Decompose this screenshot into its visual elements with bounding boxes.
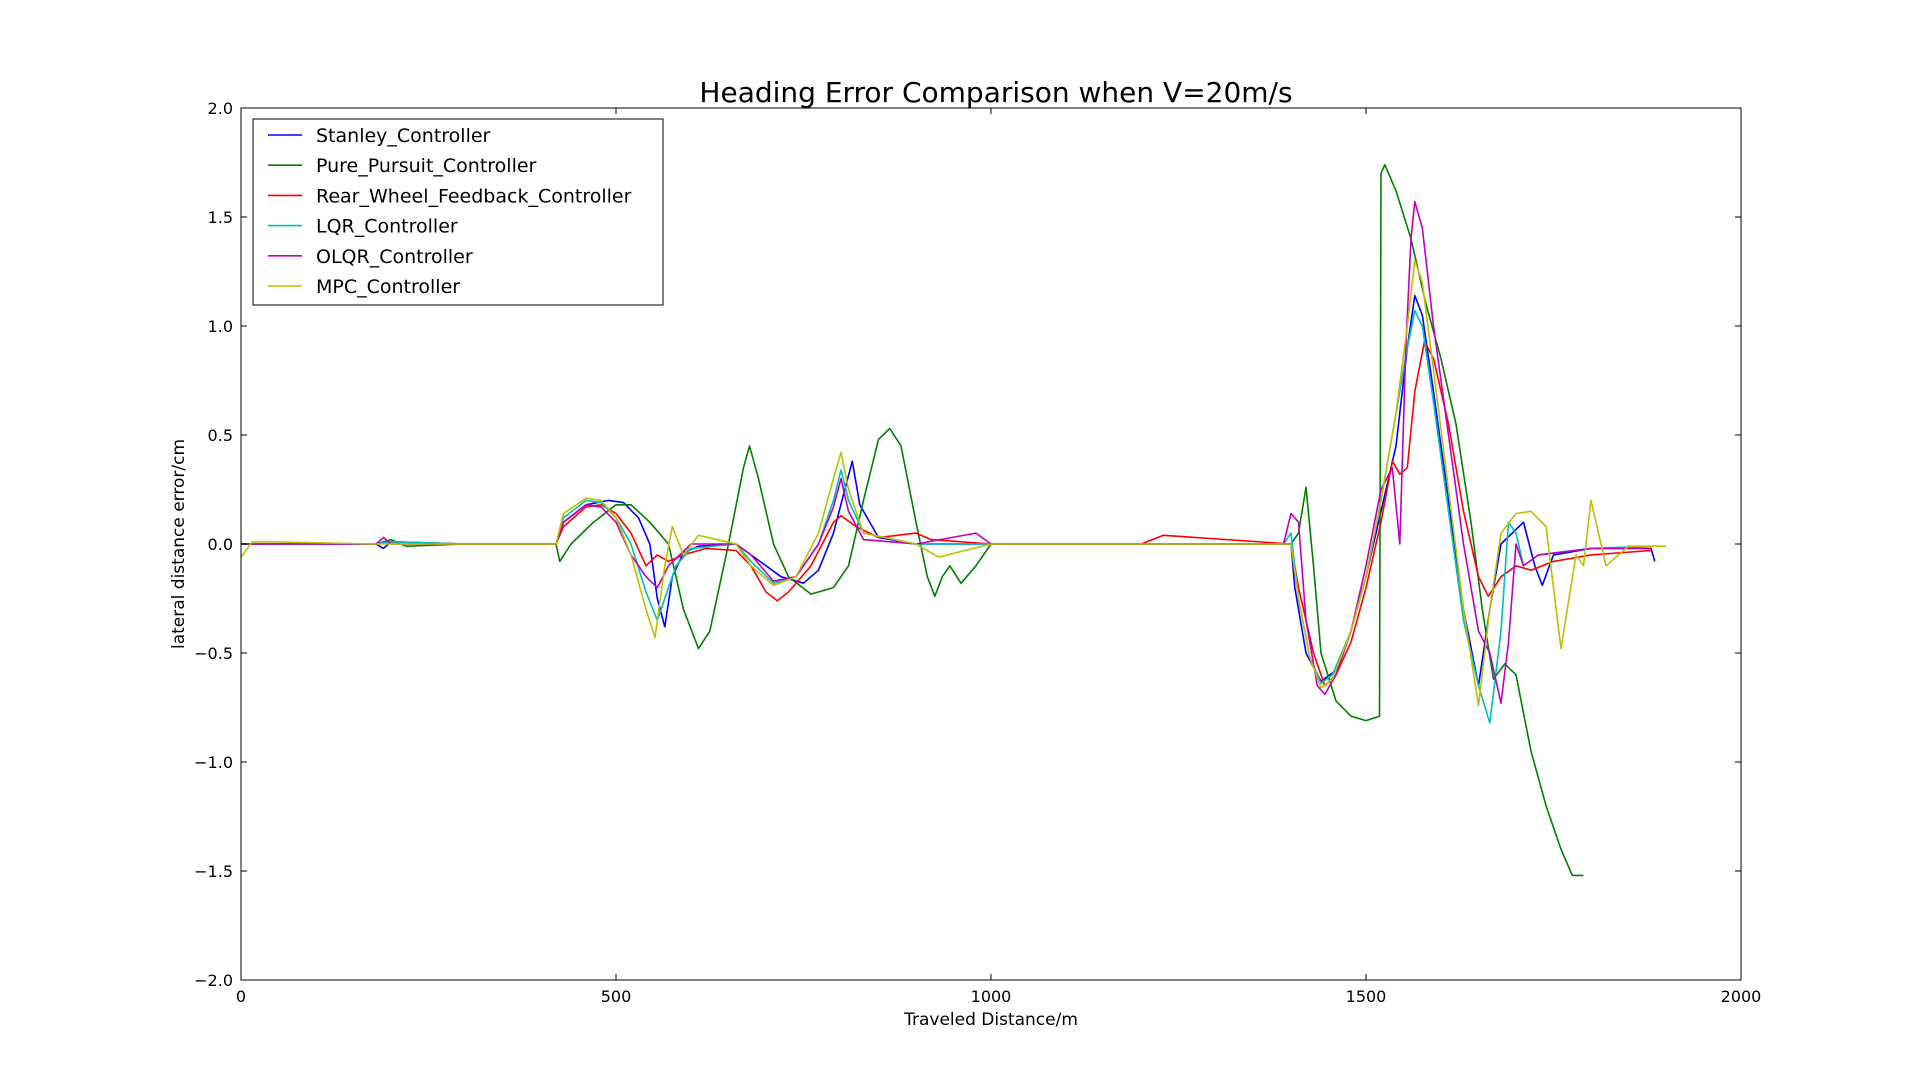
- legend-items: Stanley_Controller Pure_Pursuit_Controlle…: [268, 125, 632, 298]
- series-line-5: [240, 259, 1666, 707]
- legend-label-5: MPC_Controller: [316, 276, 460, 298]
- legend: Stanley_Controller Pure_Pursuit_Controlle…: [252, 118, 664, 306]
- legend-label-1: Pure_Pursuit_Controller: [316, 155, 537, 177]
- legend-label-0: Stanley_Controller: [316, 125, 491, 147]
- y-tick-label-7: 1.5: [208, 208, 233, 227]
- x-tick-label-2: 1000: [971, 987, 1012, 1006]
- chart-title: Heading Error Comparison when V=20m/s: [699, 76, 1292, 109]
- y-tick-label-2: −1.0: [194, 753, 233, 772]
- legend-box: [252, 118, 664, 306]
- x-tick-label-0: 0: [236, 987, 246, 1006]
- series-layer: [240, 163, 1666, 877]
- y-tick-label-5: 0.5: [208, 426, 233, 445]
- series-line-2: [241, 340, 1652, 687]
- y-tick-label-1: −1.5: [194, 862, 233, 881]
- series-line-0: [241, 294, 1656, 687]
- y-tick-label-6: 1.0: [208, 317, 233, 336]
- x-axis-label: Traveled Distance/m: [903, 1010, 1078, 1030]
- legend-label-2: Rear_Wheel_Feedback_Controller: [316, 185, 632, 207]
- ticks-layer: 0 500 1000 1500 2000 −2.0 −1.5 −1.0 −0.5 0.0 0.5 1.…: [194, 99, 1761, 1006]
- y-tick-label-3: −0.5: [194, 644, 233, 663]
- y-tick-label-4: 0.0: [208, 535, 233, 554]
- x-tick-label-3: 1500: [1346, 987, 1387, 1006]
- y-axis-label: lateral distance error/cm: [169, 439, 189, 649]
- series-line-1: [241, 163, 1584, 877]
- y-tick-label-8: 2.0: [208, 99, 233, 118]
- legend-label-4: OLQR_Controller: [316, 246, 473, 268]
- legend-label-3: LQR_Controller: [316, 216, 458, 238]
- x-tick-label-1: 500: [601, 987, 632, 1006]
- x-tick-label-4: 2000: [1721, 987, 1762, 1006]
- y-tick-label-0: −2.0: [194, 971, 233, 990]
